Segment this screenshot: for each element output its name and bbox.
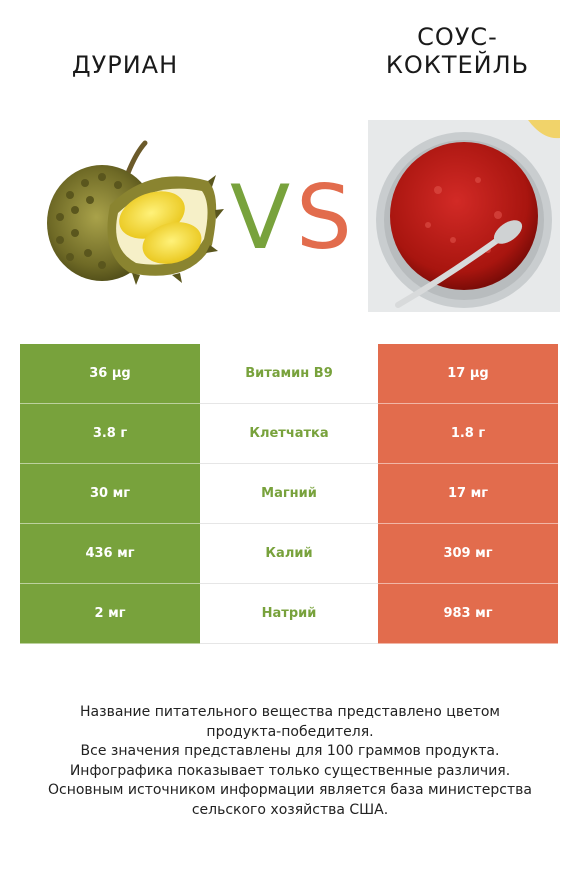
footer-line: Основным источником информации является … bbox=[48, 782, 532, 798]
footer-line: Инфографика показывает только существенн… bbox=[69, 762, 511, 779]
nutrient-name: Калий bbox=[200, 524, 378, 584]
left-food-title: ДУРИАН bbox=[71, 51, 179, 79]
durian-image bbox=[47, 140, 224, 285]
table-row: 30 мг Магний 17 мг bbox=[20, 464, 558, 524]
nutrient-name: Магний bbox=[200, 464, 378, 524]
footer-line: Название питательного вещества представл… bbox=[80, 704, 500, 720]
right-value: 17 мг bbox=[378, 464, 558, 524]
cocktail-sauce-image bbox=[368, 120, 560, 312]
table-row: 3.8 г Клетчатка 1.8 г bbox=[20, 404, 558, 464]
vs-s-letter: S bbox=[296, 168, 352, 258]
right-value: 309 мг bbox=[378, 524, 558, 584]
nutrient-name: Натрий bbox=[200, 584, 378, 644]
left-value: 36 µg bbox=[20, 344, 200, 404]
nutrient-name: Клетчатка bbox=[200, 404, 378, 464]
table-row: 436 мг Калий 309 мг bbox=[20, 524, 558, 584]
footer-line: сельского хозяйства США. bbox=[191, 801, 389, 818]
right-food-title: СОУС- КОКТЕЙЛЬ bbox=[385, 23, 530, 79]
nutrient-comparison-table: 36 µg Витамин B9 17 µg 3.8 г Клетчатка 1… bbox=[20, 344, 558, 644]
right-value: 17 µg bbox=[378, 344, 558, 404]
footer-line: продукта-победителя. bbox=[206, 723, 374, 740]
left-value: 3.8 г bbox=[20, 404, 200, 464]
table-row: 2 мг Натрий 983 мг bbox=[20, 584, 558, 644]
vs-v-letter: V bbox=[230, 168, 290, 258]
vs-label: V S bbox=[230, 168, 352, 258]
table-row: 36 µg Витамин B9 17 µg bbox=[20, 344, 558, 404]
footer-line: Все значения представлены для 100 граммо… bbox=[80, 743, 500, 759]
left-value: 2 мг bbox=[20, 584, 200, 644]
left-value: 30 мг bbox=[20, 464, 200, 524]
left-value: 436 мг bbox=[20, 524, 200, 584]
right-value: 1.8 г bbox=[378, 404, 558, 464]
footer-notes: Название питательного вещества представл… bbox=[20, 703, 560, 820]
nutrient-name: Витамин B9 bbox=[200, 344, 378, 404]
right-value: 983 мг bbox=[378, 584, 558, 644]
